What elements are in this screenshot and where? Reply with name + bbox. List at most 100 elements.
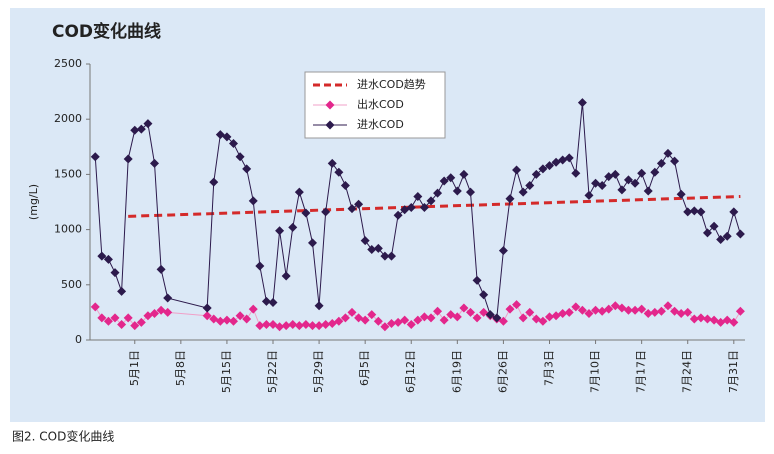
point [248,196,258,206]
legend-label: 进水COD [357,118,404,131]
point [722,231,732,241]
point [400,315,410,325]
point [426,196,436,206]
x-tick-label: 6月26日 [496,350,509,393]
point [610,169,620,179]
point [235,311,245,321]
x-tick-label: 5月8日 [174,350,187,386]
chart-title: COD变化曲线 [52,21,161,42]
y-tick-label: 2500 [54,57,82,70]
point [577,305,587,315]
point [354,199,364,209]
point [340,313,350,323]
series-line [94,102,741,319]
caption: 图2. COD变化曲线 [12,429,114,444]
point [110,268,120,278]
point [347,307,357,317]
point [248,304,258,314]
point [419,312,429,322]
point [235,152,245,162]
point [163,307,173,317]
point [452,186,462,196]
x-tick-label: 6月19日 [450,350,463,393]
point [261,296,271,306]
point [255,261,265,271]
point [97,251,107,261]
point [643,309,653,319]
point [571,168,581,178]
point [452,312,462,322]
point [564,307,574,317]
point [426,313,436,323]
x-tick-label: 6月5日 [358,350,371,386]
point [459,303,469,313]
legend-marker [325,100,335,110]
point [380,251,390,261]
point [150,158,160,168]
point [97,313,107,323]
point [630,305,640,315]
point [564,153,574,163]
point [525,307,535,317]
point [229,316,239,326]
point [301,208,311,218]
point [215,316,225,326]
point [281,321,291,331]
point [117,286,127,296]
point [538,316,548,326]
point [735,306,745,316]
point [650,307,660,317]
point [334,167,344,177]
point [103,316,113,326]
point [268,297,278,307]
point [150,309,160,319]
point [512,300,522,310]
point [413,315,423,325]
point [472,313,482,323]
point [479,290,489,300]
point [584,309,594,319]
point [130,125,140,135]
x-tick-label: 7月24日 [681,350,694,393]
point [538,164,548,174]
point [505,304,515,314]
point [419,203,429,213]
point [294,187,304,197]
point [123,154,133,164]
point [130,321,140,331]
point [650,167,660,177]
point [90,152,100,162]
point [472,275,482,285]
x-tick-label: 7月31日 [727,350,740,393]
point [321,320,331,330]
point [591,305,601,315]
point [156,264,166,274]
point [696,313,706,323]
point [584,190,594,200]
point [696,207,706,217]
point [683,207,693,217]
point [288,320,298,330]
point [637,168,647,178]
y-tick-label: 2000 [54,112,82,125]
point [623,175,633,185]
point [360,315,370,325]
point [689,314,699,324]
point [702,228,712,238]
point [617,185,627,195]
point [465,307,475,317]
point [525,180,535,190]
point [308,238,318,248]
point [577,98,587,108]
point [209,177,219,187]
trend-line [128,194,741,218]
point [544,161,554,171]
point [689,206,699,216]
point [465,187,475,197]
point [531,169,541,179]
point [380,322,390,332]
point [340,180,350,190]
point [729,317,739,327]
point [103,254,113,264]
